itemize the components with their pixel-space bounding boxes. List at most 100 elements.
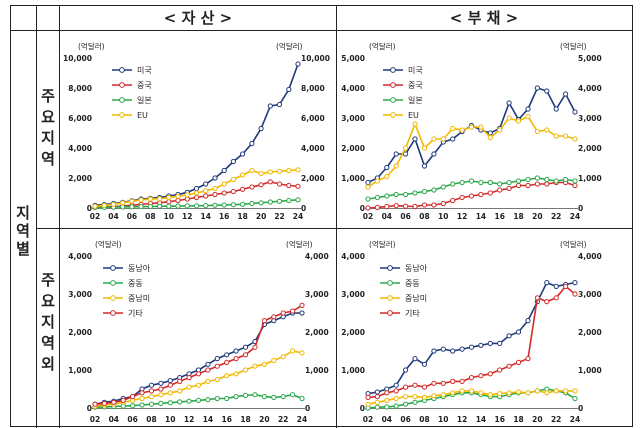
data-point xyxy=(120,200,126,206)
data-point xyxy=(252,344,258,350)
x-tick-label: 16 xyxy=(495,415,505,424)
data-point xyxy=(193,190,200,196)
data-point xyxy=(92,203,98,209)
data-point xyxy=(240,186,246,192)
data-point xyxy=(478,191,484,198)
data-point xyxy=(572,178,578,184)
assets-header: < 자 산 > xyxy=(164,9,232,27)
data-point xyxy=(431,348,437,354)
y-unit-left: (억달러) xyxy=(78,42,105,51)
x-tick-label: 24 xyxy=(297,415,307,424)
data-point xyxy=(374,194,380,201)
data-point xyxy=(184,203,190,209)
data-point xyxy=(240,172,246,178)
data-point xyxy=(205,361,211,367)
data-point xyxy=(365,196,371,202)
data-point xyxy=(295,167,301,173)
data-point xyxy=(393,151,399,157)
data-point xyxy=(525,106,531,112)
data-point xyxy=(101,400,108,406)
data-point xyxy=(572,109,578,115)
data-point xyxy=(478,390,484,396)
legend-label: EU xyxy=(408,111,419,120)
data-point xyxy=(544,176,550,183)
data-point xyxy=(374,178,380,184)
data-point xyxy=(258,200,264,206)
y-tick-label-right: 1,000 xyxy=(305,366,329,375)
data-point xyxy=(515,178,522,184)
data-point xyxy=(148,394,155,400)
data-point xyxy=(110,201,117,207)
data-point xyxy=(384,173,390,180)
data-point xyxy=(478,124,484,130)
data-point xyxy=(233,394,239,400)
legend-label: 동남아 xyxy=(128,263,151,273)
x-tick-label: 04 xyxy=(382,212,392,221)
data-point xyxy=(421,361,428,367)
x-tick-label: 24 xyxy=(293,212,303,221)
y-tick-label-left: 4,000 xyxy=(68,252,92,261)
data-point xyxy=(230,188,236,195)
data-point xyxy=(525,318,531,324)
data-point xyxy=(129,204,135,210)
data-point xyxy=(212,175,218,181)
data-point xyxy=(440,184,446,190)
legend-label: 일본 xyxy=(408,96,423,105)
data-point xyxy=(157,203,163,209)
legend-label: 기타 xyxy=(405,309,420,318)
data-point xyxy=(175,203,181,209)
data-point xyxy=(525,113,531,120)
y-tick-label-left: 4,000 xyxy=(341,252,365,261)
data-point xyxy=(544,280,550,286)
y-unit-right: (억달러) xyxy=(286,240,313,249)
data-point xyxy=(412,394,418,400)
x-tick-label: 20 xyxy=(259,415,269,424)
data-point xyxy=(468,388,475,394)
legend-label: 중동 xyxy=(405,279,420,288)
y-unit-left: (억달러) xyxy=(95,240,122,249)
data-point xyxy=(242,392,249,399)
data-point xyxy=(459,346,465,352)
data-point xyxy=(384,404,390,410)
legend-marker xyxy=(387,295,393,301)
data-point xyxy=(553,283,559,289)
data-point xyxy=(525,390,531,396)
legend-marker xyxy=(119,97,125,103)
data-point xyxy=(224,395,230,402)
y-unit-right: (억달러) xyxy=(560,42,587,51)
y-tick-label-right: 4,000 xyxy=(301,144,325,153)
data-point xyxy=(271,357,277,364)
x-tick-label: 14 xyxy=(476,212,486,221)
data-point xyxy=(506,390,512,396)
data-point xyxy=(572,291,578,297)
y-tick-label-right: 1,000 xyxy=(578,174,602,183)
data-point xyxy=(412,121,418,127)
data-point xyxy=(120,397,126,403)
y-tick-label-left: 10,000 xyxy=(63,54,92,63)
data-point xyxy=(276,101,283,108)
x-tick-label: 12 xyxy=(457,415,467,424)
data-point xyxy=(261,394,267,400)
x-tick-label: 06 xyxy=(127,212,137,221)
x-tick-label: 08 xyxy=(419,212,429,221)
data-point xyxy=(365,394,371,400)
data-point xyxy=(544,299,550,305)
data-point xyxy=(412,190,418,196)
y-tick-label-left: 8,000 xyxy=(68,84,92,93)
y-tick-label-left: 2,000 xyxy=(68,174,92,183)
legend-marker xyxy=(119,82,125,88)
data-point xyxy=(440,200,446,207)
data-point xyxy=(276,168,283,174)
data-point xyxy=(515,329,522,335)
data-point xyxy=(506,185,512,192)
data-point xyxy=(515,118,522,124)
data-point xyxy=(299,310,305,316)
legend-label: 미국 xyxy=(137,66,152,75)
x-tick-label: 22 xyxy=(551,212,561,221)
x-tick-label: 20 xyxy=(532,415,542,424)
data-point xyxy=(158,380,164,386)
data-point xyxy=(186,384,192,390)
data-point xyxy=(534,388,541,394)
data-point xyxy=(403,384,409,390)
